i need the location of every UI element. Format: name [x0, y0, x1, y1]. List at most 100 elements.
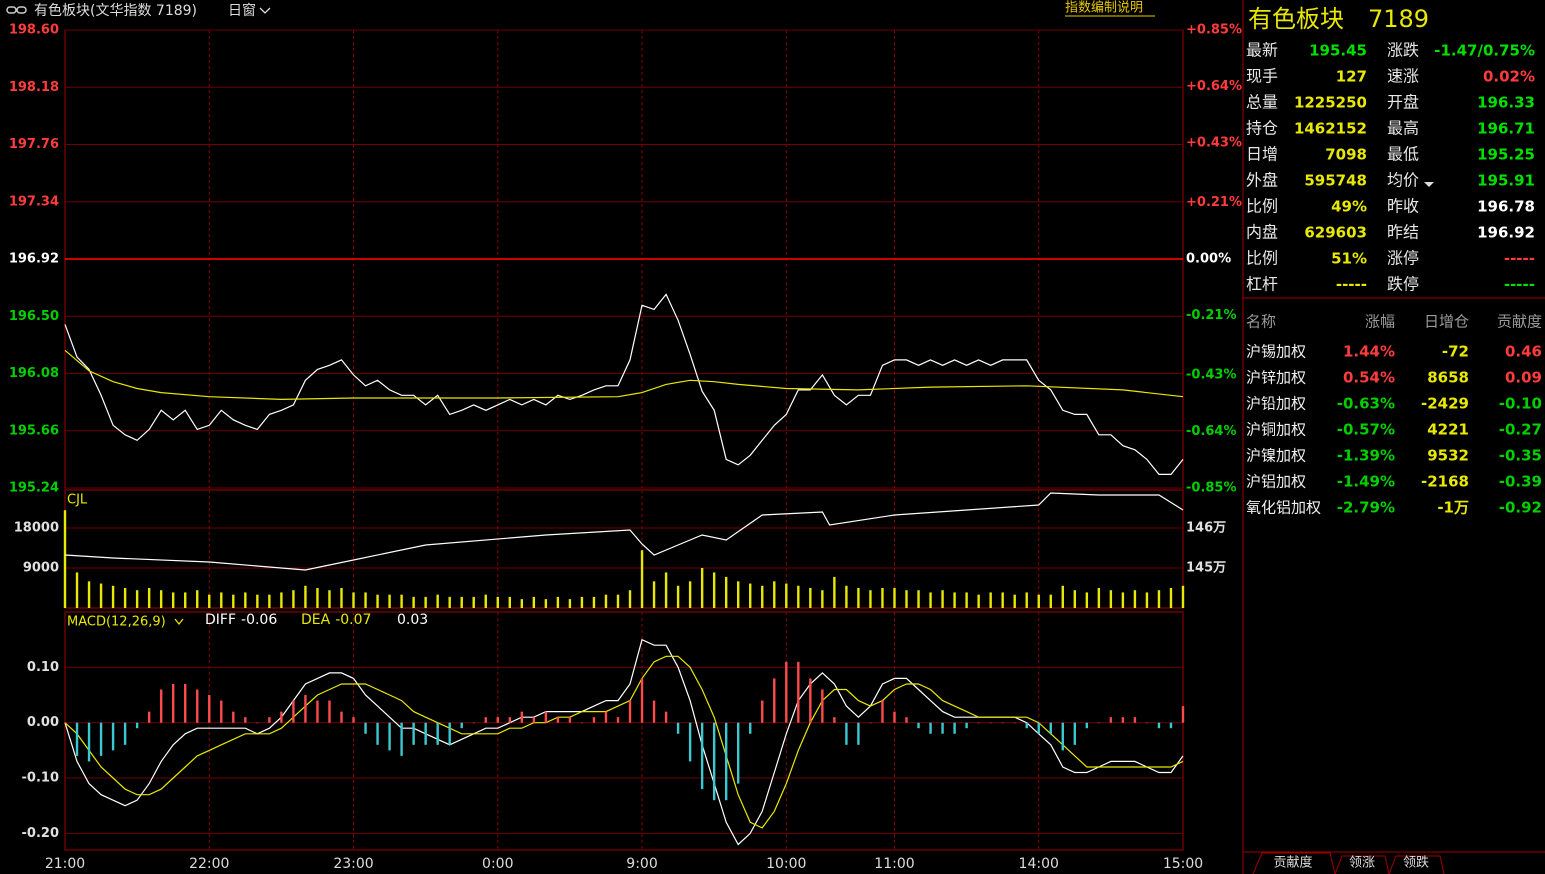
bar	[676, 722, 680, 734]
bar	[893, 588, 896, 608]
quote-value: 1462152	[1294, 120, 1367, 138]
bar	[1013, 594, 1016, 608]
quote-value: 51%	[1331, 250, 1367, 268]
index-note-link[interactable]: 指数编制说明	[1065, 1, 1143, 16]
bar	[484, 717, 487, 723]
y2-tick-label: 145万	[1186, 561, 1226, 576]
bar	[184, 683, 187, 723]
bar	[1049, 594, 1052, 608]
table-cell: -0.10	[1499, 395, 1542, 413]
table-cell: -0.92	[1499, 499, 1542, 517]
bar	[628, 700, 632, 723]
bar	[352, 717, 355, 723]
bar	[123, 722, 127, 745]
bar	[171, 592, 175, 608]
y-tick-label: 195.66	[9, 423, 59, 438]
bar	[749, 583, 752, 608]
bar	[304, 695, 307, 723]
bar	[520, 599, 524, 608]
quote-label: 内盘	[1246, 223, 1278, 242]
bar	[556, 717, 560, 723]
bar	[520, 711, 524, 723]
y-tick-label: 196.50	[9, 309, 59, 324]
bar	[496, 596, 499, 608]
table-cell: -0.39	[1499, 473, 1542, 491]
bar	[75, 572, 79, 608]
legend-name: DIFF	[205, 612, 236, 628]
y-tick-label: 195.24	[9, 481, 59, 496]
tab[interactable]: 领涨	[1349, 856, 1375, 871]
bar	[688, 581, 692, 608]
bar	[580, 596, 584, 608]
bar	[845, 722, 848, 745]
tab[interactable]: 贡献度	[1273, 855, 1312, 871]
table-cell: -1万	[1437, 499, 1469, 517]
bar	[448, 596, 451, 608]
bar	[135, 722, 139, 729]
quote-label: 开盘	[1387, 93, 1419, 112]
bar	[917, 722, 920, 729]
y2-tick-label: +0.85%	[1186, 23, 1242, 38]
bar	[893, 711, 896, 723]
bar	[1169, 722, 1173, 729]
bar	[1109, 717, 1113, 723]
bar	[712, 722, 716, 801]
bar	[905, 590, 908, 608]
table-cell: 沪铜加权	[1246, 421, 1306, 439]
dropdown-arrow[interactable]	[1424, 182, 1434, 187]
quote-label: 最新	[1246, 41, 1278, 60]
y2-tick-label: -0.43%	[1186, 367, 1237, 382]
bar	[220, 592, 223, 608]
link-icon[interactable]	[6, 6, 27, 14]
window-select[interactable]: 日窗	[228, 2, 256, 19]
bar	[244, 717, 247, 723]
bar	[616, 594, 620, 608]
quote-value: -----	[1504, 276, 1535, 294]
table-cell: 氧化铝加权	[1246, 499, 1321, 517]
quote-value: 49%	[1331, 198, 1367, 216]
bar	[592, 717, 596, 723]
table-cell: -1.49%	[1337, 473, 1395, 491]
bar	[352, 592, 355, 608]
bar	[111, 722, 115, 751]
bar	[953, 592, 956, 608]
x-tick-label: 14:00	[1019, 856, 1059, 872]
bar	[977, 722, 980, 724]
bar	[592, 596, 596, 608]
series-line	[64, 492, 1184, 571]
tab[interactable]: 领跌	[1403, 855, 1429, 871]
bar	[268, 717, 271, 723]
bar	[749, 722, 752, 734]
y-tick-label: 197.76	[9, 137, 59, 152]
bar	[544, 599, 548, 608]
bar	[1085, 722, 1089, 729]
bar	[232, 594, 235, 608]
bar	[532, 717, 536, 723]
table-cell: 沪铅加权	[1246, 395, 1306, 413]
bar	[220, 700, 223, 723]
bar	[700, 722, 704, 790]
bar	[268, 594, 271, 608]
table-cell: -2.79%	[1337, 499, 1395, 517]
bar	[580, 722, 584, 724]
table-cell: -0.57%	[1337, 421, 1395, 439]
table-cell: -0.63%	[1337, 395, 1395, 413]
quote-label: 现手	[1246, 67, 1278, 86]
quote-value: 196.71	[1477, 120, 1535, 138]
y2-tick-label: 0.00%	[1186, 252, 1231, 267]
bar	[917, 590, 920, 608]
bar	[1169, 588, 1173, 608]
quote-value: -----	[1336, 276, 1367, 294]
y-tick-label: 198.18	[9, 80, 59, 95]
y2-tick-label: +0.21%	[1186, 195, 1242, 210]
bar	[604, 594, 608, 608]
symbol-name: 有色板块	[1248, 5, 1344, 33]
x-tick-label: 15:00	[1163, 856, 1203, 872]
bar	[1097, 722, 1101, 724]
bar	[1133, 717, 1137, 723]
bar	[159, 689, 163, 723]
bar	[232, 711, 235, 723]
bar	[472, 596, 475, 608]
table-cell: 沪锌加权	[1246, 369, 1306, 387]
